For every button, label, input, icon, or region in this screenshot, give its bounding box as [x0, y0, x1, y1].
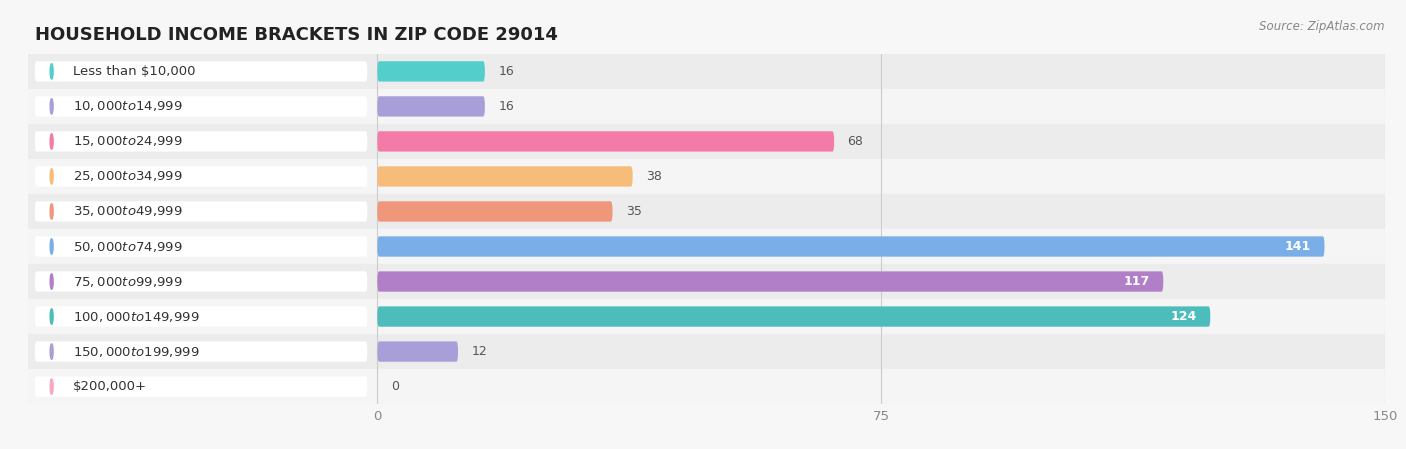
FancyBboxPatch shape — [377, 166, 633, 187]
Text: $50,000 to $74,999: $50,000 to $74,999 — [73, 239, 183, 254]
Text: $100,000 to $149,999: $100,000 to $149,999 — [73, 309, 200, 324]
FancyBboxPatch shape — [377, 341, 458, 362]
FancyBboxPatch shape — [35, 96, 367, 117]
FancyBboxPatch shape — [377, 131, 834, 152]
FancyBboxPatch shape — [377, 236, 1324, 257]
Text: 38: 38 — [647, 170, 662, 183]
Text: 141: 141 — [1285, 240, 1310, 253]
Text: $15,000 to $24,999: $15,000 to $24,999 — [73, 134, 183, 149]
Bar — [28, 54, 1385, 89]
Text: $200,000+: $200,000+ — [73, 380, 148, 393]
FancyBboxPatch shape — [377, 61, 485, 82]
Bar — [28, 89, 1385, 124]
Text: Source: ZipAtlas.com: Source: ZipAtlas.com — [1260, 20, 1385, 33]
FancyBboxPatch shape — [35, 166, 367, 187]
Text: 16: 16 — [498, 65, 515, 78]
Text: $35,000 to $49,999: $35,000 to $49,999 — [73, 204, 183, 219]
Bar — [28, 334, 1385, 369]
Text: HOUSEHOLD INCOME BRACKETS IN ZIP CODE 29014: HOUSEHOLD INCOME BRACKETS IN ZIP CODE 29… — [35, 26, 558, 44]
FancyBboxPatch shape — [35, 61, 367, 82]
Text: $25,000 to $34,999: $25,000 to $34,999 — [73, 169, 183, 184]
Text: 68: 68 — [848, 135, 863, 148]
Bar — [28, 159, 1385, 194]
Text: 0: 0 — [391, 380, 399, 393]
Circle shape — [51, 344, 53, 359]
FancyBboxPatch shape — [377, 306, 1211, 327]
Bar — [28, 229, 1385, 264]
FancyBboxPatch shape — [35, 376, 367, 397]
Text: Less than $10,000: Less than $10,000 — [73, 65, 195, 78]
FancyBboxPatch shape — [35, 201, 367, 222]
FancyBboxPatch shape — [377, 201, 613, 222]
FancyBboxPatch shape — [35, 306, 367, 327]
Circle shape — [51, 99, 53, 114]
FancyBboxPatch shape — [35, 271, 367, 292]
Text: 35: 35 — [626, 205, 641, 218]
FancyBboxPatch shape — [377, 271, 1163, 292]
Bar — [28, 264, 1385, 299]
Circle shape — [51, 204, 53, 219]
Bar — [28, 194, 1385, 229]
Bar — [28, 299, 1385, 334]
Circle shape — [51, 169, 53, 184]
Text: $150,000 to $199,999: $150,000 to $199,999 — [73, 344, 200, 359]
Circle shape — [51, 134, 53, 149]
Text: $75,000 to $99,999: $75,000 to $99,999 — [73, 274, 183, 289]
Text: $10,000 to $14,999: $10,000 to $14,999 — [73, 99, 183, 114]
Circle shape — [51, 64, 53, 79]
FancyBboxPatch shape — [35, 131, 367, 152]
Text: 16: 16 — [498, 100, 515, 113]
Circle shape — [51, 309, 53, 324]
Text: 117: 117 — [1123, 275, 1150, 288]
Bar — [28, 124, 1385, 159]
Circle shape — [51, 239, 53, 254]
Circle shape — [51, 379, 53, 394]
Text: 124: 124 — [1171, 310, 1197, 323]
FancyBboxPatch shape — [35, 236, 367, 257]
FancyBboxPatch shape — [35, 341, 367, 362]
FancyBboxPatch shape — [377, 96, 485, 117]
Text: 12: 12 — [471, 345, 486, 358]
Bar — [28, 369, 1385, 404]
Circle shape — [51, 274, 53, 289]
